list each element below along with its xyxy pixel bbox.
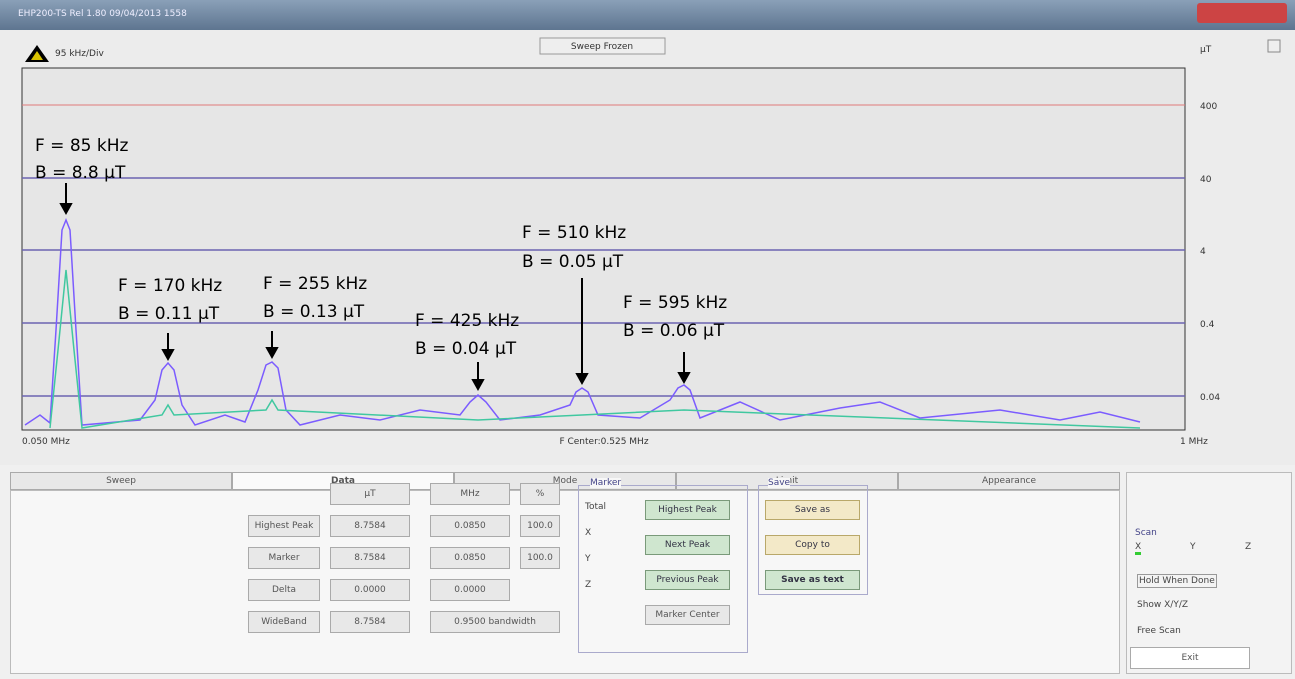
tab[interactable]: Appearance bbox=[898, 472, 1120, 490]
annotation-f: F = 85 kHz bbox=[35, 136, 128, 156]
row-label: Marker bbox=[248, 547, 320, 569]
cell: 0.0850 bbox=[430, 515, 510, 537]
annotations: F = 85 kHz B = 8.8 µT F = 170 kHz B = 0.… bbox=[35, 136, 727, 359]
save-group bbox=[758, 485, 868, 595]
annotation-b: B = 8.8 µT bbox=[35, 163, 126, 183]
data-panel bbox=[10, 490, 1120, 674]
cell: 8.7584 bbox=[330, 611, 410, 633]
title-bar: EHP200-TS Rel 1.80 09/04/2013 1558 bbox=[0, 0, 1295, 30]
trace-axis bbox=[49, 269, 1141, 429]
cell: 100.0 bbox=[520, 547, 560, 569]
cell: 0.9500 bandwidth bbox=[430, 611, 560, 633]
group-title: Scan bbox=[1135, 528, 1157, 538]
y-label: 4 bbox=[1200, 247, 1206, 257]
cell: 8.7584 bbox=[330, 515, 410, 537]
tab[interactable]: Sweep bbox=[10, 472, 232, 490]
annotation-f: F = 595 kHz bbox=[623, 293, 727, 313]
checkbox[interactable]: Show X/Y/Z bbox=[1137, 600, 1189, 610]
col-header: µT bbox=[330, 483, 410, 505]
spectrum-panel: 95 kHz/Div Sweep Frozen µT 400 40 4 0.4 … bbox=[0, 30, 1295, 465]
y-label: 0.04 bbox=[1200, 393, 1220, 403]
col-header: % bbox=[520, 483, 560, 505]
plot-area bbox=[21, 67, 1186, 431]
checkbox[interactable]: X bbox=[1135, 542, 1142, 555]
cell: 0.0000 bbox=[330, 579, 410, 601]
annotation-f: F = 170 kHz bbox=[118, 276, 222, 296]
radio[interactable]: X bbox=[585, 528, 592, 538]
status: Sweep Frozen bbox=[571, 42, 633, 52]
annotation-b: B = 0.05 µT bbox=[522, 252, 624, 272]
checkbox[interactable]: Hold When Done bbox=[1137, 574, 1217, 588]
warning-icon-inner bbox=[31, 51, 43, 60]
row-label: Delta bbox=[248, 579, 320, 601]
unit: µT bbox=[1200, 45, 1212, 55]
cell: 0.0850 bbox=[430, 547, 510, 569]
radio[interactable]: Z bbox=[585, 580, 592, 590]
x-center: F Center:0.525 MHz bbox=[559, 437, 648, 447]
group-title: Save bbox=[768, 478, 791, 488]
annotation-b: B = 0.13 µT bbox=[263, 302, 365, 322]
annotation-f: F = 255 kHz bbox=[263, 274, 367, 294]
button[interactable]: Next Peak bbox=[645, 535, 730, 555]
radio[interactable]: Total bbox=[585, 502, 607, 512]
button[interactable]: Copy to bbox=[765, 535, 860, 555]
group-title: Marker bbox=[590, 478, 622, 488]
x-start: 0.050 MHz bbox=[22, 437, 70, 447]
annotation-b: B = 0.11 µT bbox=[118, 304, 220, 324]
col-header: MHz bbox=[430, 483, 510, 505]
window-controls[interactable] bbox=[1197, 3, 1287, 23]
button[interactable]: Marker Center bbox=[645, 605, 730, 625]
arrows bbox=[59, 183, 691, 392]
cell: 100.0 bbox=[520, 515, 560, 537]
button[interactable]: Save as text bbox=[765, 570, 860, 590]
checkbox[interactable]: Z bbox=[1245, 542, 1252, 552]
annotation-b: B = 0.04 µT bbox=[415, 339, 517, 359]
window-title: EHP200-TS Rel 1.80 09/04/2013 1558 bbox=[18, 9, 187, 19]
x-end: 1 MHz bbox=[1180, 437, 1208, 447]
row-label: WideBand bbox=[248, 611, 320, 633]
help-button[interactable] bbox=[1267, 39, 1281, 53]
marker-group bbox=[578, 485, 748, 653]
button[interactable]: Previous Peak bbox=[645, 570, 730, 590]
cell: 8.7584 bbox=[330, 547, 410, 569]
button[interactable]: Save as bbox=[765, 500, 860, 520]
button[interactable]: Highest Peak bbox=[645, 500, 730, 520]
annotation-f: F = 425 kHz bbox=[415, 311, 519, 331]
annotation-f: F = 510 kHz bbox=[522, 223, 626, 243]
y-label: 0.4 bbox=[1200, 320, 1215, 330]
checkbox[interactable]: Y bbox=[1190, 542, 1196, 552]
exit-button[interactable]: Exit bbox=[1130, 647, 1250, 669]
scan-panel bbox=[1126, 472, 1292, 674]
label: Free Scan bbox=[1137, 626, 1181, 636]
radio[interactable]: Y bbox=[585, 554, 591, 564]
row-label: Highest Peak bbox=[248, 515, 320, 537]
annotation-b: B = 0.06 µT bbox=[623, 321, 725, 341]
cell: 0.0000 bbox=[430, 579, 510, 601]
y-label: 40 bbox=[1200, 175, 1212, 185]
div-label: 95 kHz/Div bbox=[55, 49, 104, 59]
y-label: 400 bbox=[1200, 102, 1217, 112]
grid bbox=[22, 177, 1185, 397]
tab-strip: Sweep Data Mode Limit Appearance bbox=[10, 472, 1120, 490]
status-box bbox=[539, 37, 666, 55]
